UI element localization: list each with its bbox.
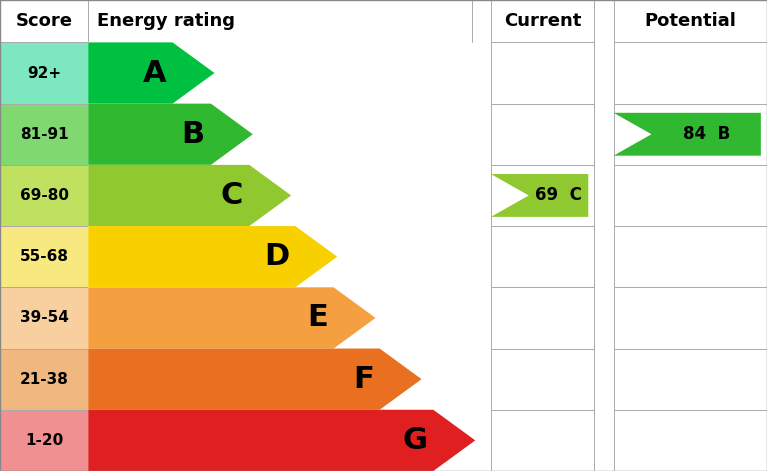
- Polygon shape: [88, 42, 215, 104]
- Polygon shape: [88, 410, 476, 471]
- Text: B: B: [182, 120, 205, 149]
- Bar: [491, 0, 594, 42]
- Bar: [0, 165, 88, 226]
- Text: Current: Current: [504, 12, 581, 30]
- Bar: [88, 410, 472, 471]
- Bar: [0, 42, 88, 104]
- Text: Potential: Potential: [644, 12, 736, 30]
- Text: 39-54: 39-54: [20, 310, 68, 325]
- Bar: [491, 165, 594, 226]
- Bar: [0, 287, 88, 349]
- Text: 21-38: 21-38: [20, 372, 68, 387]
- Bar: [0, 410, 88, 471]
- Bar: [88, 0, 472, 42]
- Bar: [614, 226, 767, 287]
- Text: Energy rating: Energy rating: [97, 12, 235, 30]
- Polygon shape: [88, 287, 376, 349]
- Polygon shape: [614, 113, 761, 155]
- Text: 81-91: 81-91: [20, 127, 68, 142]
- Polygon shape: [88, 226, 337, 287]
- Bar: [614, 410, 767, 471]
- Text: A: A: [143, 58, 166, 88]
- Text: 84  B: 84 B: [683, 125, 730, 143]
- Polygon shape: [88, 349, 422, 410]
- Text: E: E: [307, 303, 328, 333]
- Text: C: C: [221, 181, 243, 210]
- Bar: [614, 0, 767, 42]
- Bar: [88, 42, 472, 104]
- Text: 55-68: 55-68: [20, 249, 68, 264]
- Text: 92+: 92+: [27, 65, 61, 81]
- Bar: [614, 165, 767, 226]
- Bar: [491, 349, 594, 410]
- Bar: [0, 0, 88, 42]
- Bar: [614, 287, 767, 349]
- Text: 1-20: 1-20: [25, 433, 63, 448]
- Bar: [88, 349, 472, 410]
- Text: F: F: [353, 365, 374, 394]
- Text: G: G: [402, 426, 427, 455]
- Text: 69-80: 69-80: [20, 188, 68, 203]
- Bar: [491, 104, 594, 165]
- Bar: [88, 165, 472, 226]
- Bar: [0, 349, 88, 410]
- Text: Score: Score: [15, 12, 73, 30]
- Bar: [491, 287, 594, 349]
- Bar: [491, 410, 594, 471]
- Text: D: D: [264, 242, 289, 271]
- Polygon shape: [88, 104, 253, 165]
- Bar: [491, 226, 594, 287]
- Bar: [0, 104, 88, 165]
- Bar: [88, 104, 472, 165]
- Bar: [614, 104, 767, 165]
- Bar: [88, 287, 472, 349]
- Bar: [88, 226, 472, 287]
- Bar: [0, 226, 88, 287]
- Text: 69  C: 69 C: [535, 187, 582, 204]
- Bar: [614, 349, 767, 410]
- Bar: [491, 42, 594, 104]
- Polygon shape: [491, 174, 588, 217]
- Polygon shape: [88, 165, 291, 226]
- Bar: [614, 42, 767, 104]
